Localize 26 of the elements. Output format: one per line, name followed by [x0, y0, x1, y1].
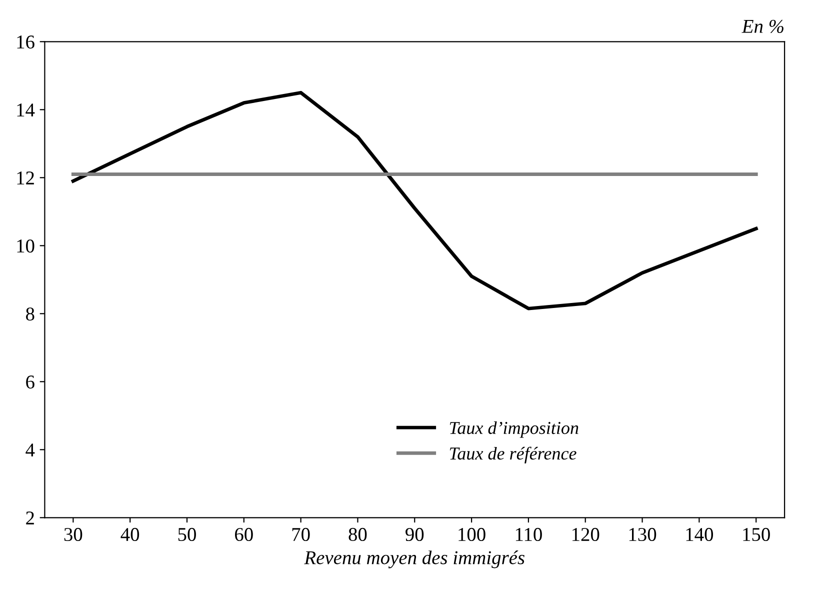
x-axis-title: Revenu moyen des immigrés — [304, 550, 524, 568]
y-tick-label: 16 — [17, 36, 34, 49]
y-tick-label: 8 — [26, 307, 34, 321]
legend-label: Taux de référence — [450, 446, 576, 464]
x-tick-label: 140 — [686, 528, 714, 542]
x-tick-label: 40 — [120, 528, 140, 542]
x-tick-label: 70 — [292, 528, 310, 542]
y-tick-label: 14 — [17, 104, 35, 116]
y-tick-label: 12 — [17, 172, 34, 184]
y-tick-label: 2 — [26, 512, 34, 524]
x-tick-label: 80 — [348, 528, 367, 542]
x-tick-label: 90 — [406, 528, 424, 542]
x-tick-label: 130 — [629, 528, 656, 542]
text: En % — [742, 20, 784, 34]
x-tick-label: 110 — [516, 528, 542, 542]
x-tick-label: 100 — [458, 528, 486, 542]
y-tick-label: 4 — [26, 444, 35, 456]
line-series — [71, 90, 758, 310]
x-tick-label: 60 — [235, 528, 253, 542]
x-tick-label: 120 — [572, 528, 600, 542]
y-tick-label: 6 — [26, 376, 34, 389]
legend-label: Taux d’imposition — [450, 421, 578, 438]
x-tick-label: 50 — [178, 528, 196, 542]
x-tick-label: 30 — [64, 528, 82, 542]
x-tick-label: 150 — [743, 528, 770, 542]
y-tick-label: 10 — [17, 239, 34, 253]
